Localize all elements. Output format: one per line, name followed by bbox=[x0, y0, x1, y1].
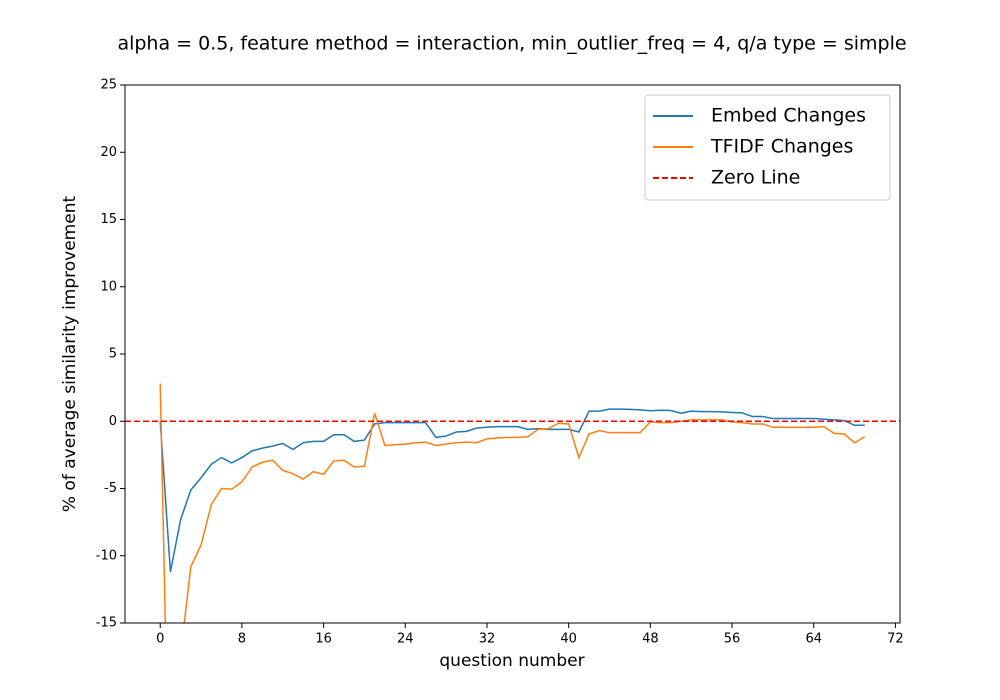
x-tick-label: 48 bbox=[642, 632, 659, 647]
x-tick-label: 64 bbox=[805, 632, 822, 647]
x-tick-label: 32 bbox=[479, 632, 496, 647]
legend-label: TFIDF Changes bbox=[710, 136, 853, 158]
x-tick-label: 16 bbox=[315, 632, 332, 647]
x-tick-label: 24 bbox=[397, 632, 414, 647]
x-tick-label: 0 bbox=[156, 632, 164, 647]
x-axis-label: question number bbox=[439, 651, 584, 671]
y-tick-label: -5 bbox=[104, 481, 117, 496]
y-tick-label: 15 bbox=[100, 212, 117, 227]
x-tick-label: 40 bbox=[560, 632, 577, 647]
plot-area bbox=[125, 383, 900, 623]
y-tick-label: -15 bbox=[96, 616, 117, 631]
data-line bbox=[159, 408, 865, 573]
y-axis-label: % of average similarity improvement bbox=[60, 196, 80, 513]
y-tick-label: 25 bbox=[100, 78, 117, 93]
x-tick-label: 72 bbox=[887, 632, 904, 647]
y-tick-label: -10 bbox=[96, 548, 117, 563]
y-tick-label: 20 bbox=[100, 145, 117, 160]
x-tick-label: 56 bbox=[724, 632, 741, 647]
y-tick-label: 5 bbox=[109, 347, 117, 362]
x-tick-label: 8 bbox=[238, 632, 246, 647]
chart-title: alpha = 0.5, feature method = interactio… bbox=[117, 33, 906, 55]
y-tick-label: 10 bbox=[100, 279, 117, 294]
data-line bbox=[159, 383, 866, 623]
legend-label: Zero Line bbox=[711, 167, 800, 189]
legend-label: Embed Changes bbox=[711, 105, 866, 127]
plot-frame bbox=[124, 84, 901, 624]
y-tick-label: 0 bbox=[109, 414, 117, 429]
legend-box bbox=[644, 94, 891, 201]
